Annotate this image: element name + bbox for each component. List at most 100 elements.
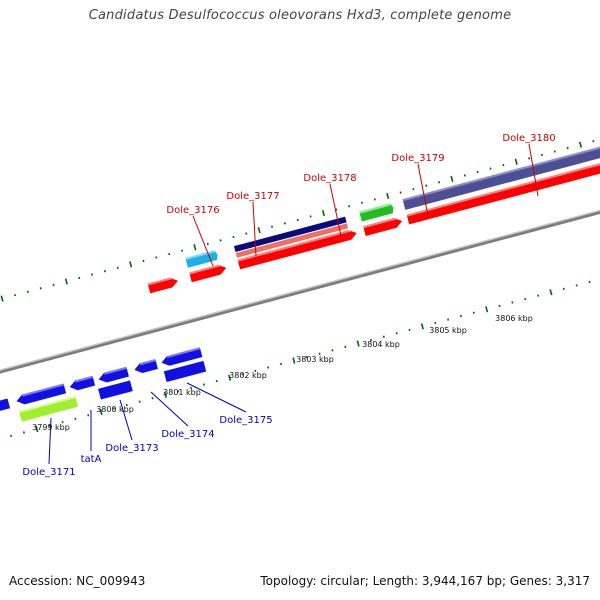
gene-label-dole3175[interactable]: Dole_3175 (219, 415, 272, 426)
reverse-gene-dole3175[interactable] (160, 347, 207, 383)
forward-gene-dole3178-mrna[interactable] (235, 223, 349, 258)
tick-track-inner (10, 280, 591, 438)
gene-label-dole3174[interactable]: Dole_3174 (161, 429, 214, 440)
tick-mark (344, 345, 347, 349)
forward-gene-dole3176-cds[interactable] (147, 276, 180, 294)
tick-mark (142, 259, 145, 263)
reverse-gene-tata[interactable] (68, 375, 96, 392)
genome-backbone (0, 136, 600, 449)
tick-mark (35, 425, 39, 433)
gene-label-dole3178[interactable]: Dole_3178 (303, 173, 356, 184)
forward-callouts: Dole_3176 Dole_3177 Dole_3178 Dole_3179 Dole… (166, 133, 556, 267)
kbp-label: 3802 kbp (229, 371, 267, 380)
tick-mark (318, 352, 321, 355)
tick-mark (425, 184, 428, 187)
callout-leader-line (192, 215, 214, 267)
kbp-label: 3799 kbp (32, 423, 70, 432)
callout-leader-line (119, 399, 133, 441)
callout-leader-line (48, 417, 52, 465)
tick-mark (528, 157, 531, 160)
tick-mark (103, 270, 106, 273)
callout-leader-line (150, 391, 189, 427)
tick-mark (592, 140, 595, 143)
forward-gene-dole3179-cds[interactable] (363, 216, 403, 236)
forward-gene-dole3177-cds[interactable] (189, 263, 227, 283)
tick-mark (177, 390, 180, 393)
tick-mark (206, 242, 209, 246)
callout-leader-line (252, 201, 257, 257)
forward-gene-dole3177-gene[interactable] (185, 250, 218, 268)
forward-gene-dole3180-gene[interactable] (402, 132, 600, 210)
tick-mark (463, 174, 466, 177)
tick-mark (447, 318, 450, 321)
tick-mark (373, 198, 376, 201)
tick-mark (348, 205, 351, 208)
tick-mark (502, 164, 505, 167)
tick-mark (450, 175, 454, 182)
tick-track-outer (0, 140, 595, 302)
kbp-label: 3805 kbp (429, 326, 467, 335)
tick-mark (489, 167, 492, 170)
tick-mark (129, 261, 133, 268)
tick-mark (48, 424, 51, 427)
tick-mark (549, 289, 553, 296)
tick-mark (125, 403, 128, 407)
reverse-gene-dole3174[interactable] (133, 359, 158, 375)
tick-mark (309, 215, 312, 218)
tick-mark (524, 297, 527, 301)
kbp-label: 3804 kbp (362, 340, 400, 349)
tick-mark (395, 332, 398, 335)
tick-mark (99, 408, 103, 416)
kbp-scale-labels: 3799 kbp 3800 kbp 3801 kbp 3802 kbp 3803 kbp… (32, 314, 533, 432)
tick-mark (245, 232, 248, 235)
forward-gene-dole3178-gene[interactable] (233, 216, 347, 252)
callout-leader-line (186, 382, 247, 413)
tick-mark (321, 209, 325, 217)
tick-mark (112, 407, 115, 410)
tick-mark (476, 170, 479, 174)
tick-mark (292, 357, 296, 364)
tick-mark (151, 397, 154, 400)
tick-mark (540, 153, 543, 157)
tick-mark (163, 391, 167, 398)
tick-mark (588, 280, 591, 284)
forward-gene-dole3179-gene[interactable] (359, 203, 394, 222)
reverse-gene-dole3173[interactable] (94, 366, 133, 400)
tick-mark (360, 201, 364, 204)
tick-mark (193, 244, 197, 251)
tick-mark (61, 420, 64, 424)
reverse-gene-dole3171-cds[interactable] (15, 383, 67, 407)
gene-label-dole3177[interactable]: Dole_3177 (226, 191, 279, 202)
forward-gene-dole3180-cds[interactable] (406, 147, 600, 225)
tick-mark (138, 400, 141, 403)
tick-mark (26, 290, 29, 293)
tick-mark (202, 383, 205, 386)
tick-mark (434, 321, 437, 325)
forward-gene-dole3178-cds[interactable] (237, 228, 358, 270)
tick-mark (116, 266, 119, 269)
tick-mark (399, 191, 402, 194)
tick-mark (78, 276, 81, 280)
gene-label-dole3176[interactable]: Dole_3176 (166, 205, 219, 216)
tick-mark (472, 311, 475, 314)
gene-label-tata[interactable]: tatA (81, 454, 102, 465)
genome-summary-text: Topology: circular; Length: 3,944,167 bp… (260, 574, 590, 588)
tick-mark (553, 150, 556, 153)
gene-label-dole3173[interactable]: Dole_3173 (105, 443, 158, 454)
tick-mark (190, 386, 193, 390)
reverse-gene-dole3171[interactable] (19, 396, 78, 422)
tick-mark (13, 293, 16, 297)
tick-mark (74, 417, 77, 420)
map-title: Candidatus Desulfococcus oleovorans Hxd3… (88, 8, 512, 23)
gene-label-dole3171[interactable]: Dole_3171 (22, 467, 75, 478)
gene-label-dole3179[interactable]: Dole_3179 (391, 153, 444, 164)
tick-mark (64, 278, 68, 285)
callout-leader-line (417, 163, 429, 217)
tick-mark (215, 379, 218, 383)
gene-label-dole3180[interactable]: Dole_3180 (502, 133, 555, 144)
accession-text: Accession: NC_009943 (9, 574, 146, 588)
reverse-gene-partial[interactable] (0, 398, 11, 414)
tick-mark (219, 239, 222, 242)
tick-mark (168, 252, 171, 256)
